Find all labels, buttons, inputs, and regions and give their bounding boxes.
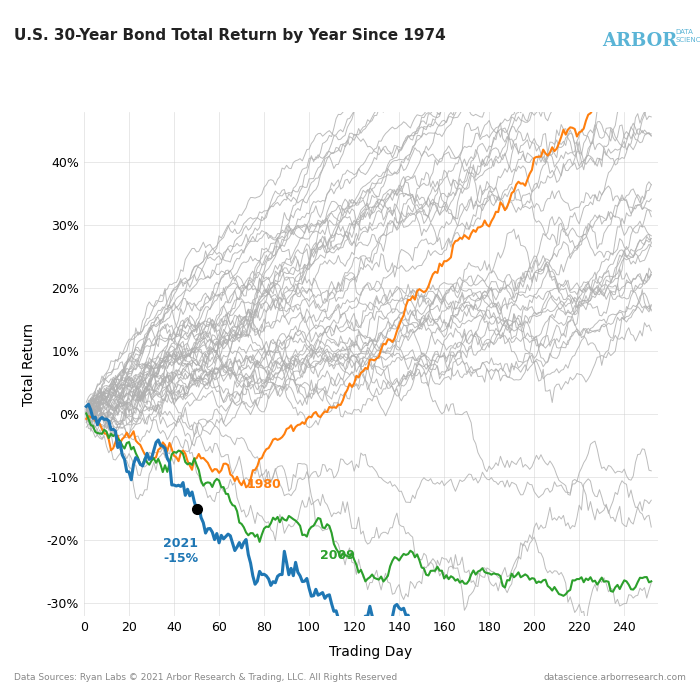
Y-axis label: Total Return: Total Return xyxy=(22,323,36,405)
X-axis label: Trading Day: Trading Day xyxy=(330,645,412,659)
Text: datascience.arborresearch.com: datascience.arborresearch.com xyxy=(543,673,686,682)
Text: 2021
-15%: 2021 -15% xyxy=(163,538,198,566)
Text: ARBOR: ARBOR xyxy=(602,32,678,50)
Text: Data Sources: Ryan Labs © 2021 Arbor Research & Trading, LLC. All Rights Reserve: Data Sources: Ryan Labs © 2021 Arbor Res… xyxy=(14,673,398,682)
Text: 1980: 1980 xyxy=(246,478,281,491)
Text: 2009: 2009 xyxy=(321,549,355,561)
Text: U.S. 30-Year Bond Total Return by Year Since 1974: U.S. 30-Year Bond Total Return by Year S… xyxy=(14,28,446,43)
Text: DATA
SCIENCE: DATA SCIENCE xyxy=(676,29,700,43)
